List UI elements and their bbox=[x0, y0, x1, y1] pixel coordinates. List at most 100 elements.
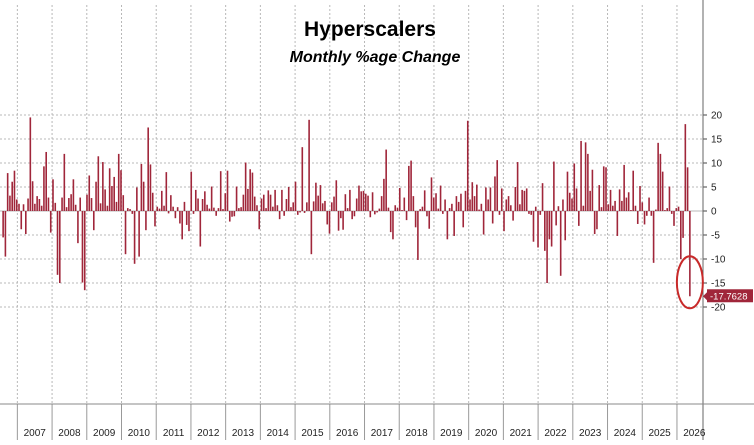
bar bbox=[190, 171, 193, 211]
bar bbox=[398, 187, 401, 211]
bar bbox=[272, 206, 274, 211]
bar bbox=[231, 211, 233, 217]
bar bbox=[210, 186, 213, 211]
bar bbox=[423, 190, 426, 211]
bar bbox=[165, 172, 168, 211]
bar bbox=[176, 207, 179, 211]
bar bbox=[618, 189, 621, 211]
bar bbox=[321, 203, 324, 211]
bar bbox=[133, 211, 136, 264]
bar bbox=[147, 127, 149, 211]
bar bbox=[505, 199, 508, 211]
bar bbox=[174, 211, 177, 219]
bar bbox=[249, 169, 251, 211]
x-tick-label: 2012 bbox=[197, 428, 220, 439]
bar bbox=[403, 197, 406, 211]
x-tick-label: 2024 bbox=[614, 428, 637, 439]
bar bbox=[68, 198, 70, 211]
bar bbox=[521, 189, 523, 211]
bar bbox=[256, 205, 258, 211]
bar bbox=[612, 205, 614, 211]
bar bbox=[283, 211, 285, 216]
bar bbox=[145, 211, 147, 231]
bar bbox=[63, 153, 66, 211]
bar bbox=[58, 211, 61, 283]
bar bbox=[584, 142, 587, 211]
bar bbox=[646, 211, 648, 216]
bar bbox=[621, 200, 623, 211]
bar bbox=[346, 208, 349, 211]
bar bbox=[315, 182, 317, 211]
bar bbox=[609, 189, 612, 211]
bar bbox=[532, 211, 535, 242]
x-tick-label: 2011 bbox=[163, 428, 185, 439]
x-tick-label: 2016 bbox=[336, 428, 359, 439]
bar bbox=[392, 211, 394, 240]
x-tick-label: 2010 bbox=[128, 428, 151, 439]
x-tick-label: 2026 bbox=[683, 428, 706, 439]
bar bbox=[680, 211, 682, 259]
bar bbox=[530, 211, 533, 215]
x-tick-label: 2018 bbox=[405, 428, 428, 439]
bar bbox=[206, 204, 208, 211]
bar bbox=[149, 164, 152, 211]
bar bbox=[20, 211, 23, 230]
y-tick-label: 15 bbox=[711, 135, 723, 146]
bar bbox=[86, 194, 88, 211]
bar bbox=[181, 211, 183, 240]
bar bbox=[480, 203, 483, 211]
bar bbox=[247, 188, 249, 211]
bar bbox=[607, 204, 610, 211]
bar bbox=[226, 170, 229, 211]
bar bbox=[485, 187, 487, 211]
bar bbox=[192, 211, 195, 214]
bar bbox=[417, 211, 419, 260]
bar bbox=[136, 187, 138, 211]
bar bbox=[88, 175, 91, 211]
bar bbox=[95, 181, 97, 211]
bar bbox=[138, 211, 140, 257]
bar bbox=[627, 192, 630, 211]
last-value-callout: -17.7628 bbox=[675, 255, 753, 310]
bar bbox=[500, 188, 503, 211]
bar bbox=[179, 211, 181, 224]
bar bbox=[337, 211, 340, 231]
chart-subtitle: Monthly %age Change bbox=[290, 49, 461, 66]
bar bbox=[360, 191, 363, 211]
bar bbox=[185, 211, 188, 225]
bar bbox=[568, 192, 571, 211]
bar bbox=[489, 187, 492, 211]
bar bbox=[72, 179, 75, 211]
bar bbox=[623, 164, 625, 211]
bar bbox=[385, 149, 387, 211]
bar bbox=[242, 194, 245, 211]
x-tick-label: 2009 bbox=[93, 428, 116, 439]
bar bbox=[6, 173, 9, 211]
bar bbox=[276, 205, 279, 211]
bar bbox=[634, 205, 637, 211]
bar bbox=[262, 194, 265, 211]
bar bbox=[523, 190, 526, 211]
bar bbox=[290, 207, 292, 211]
bar bbox=[34, 203, 36, 211]
bar bbox=[299, 211, 301, 213]
bar bbox=[213, 207, 215, 211]
bar bbox=[317, 195, 319, 211]
bar bbox=[312, 201, 315, 211]
bar bbox=[675, 208, 678, 211]
bar bbox=[56, 211, 59, 275]
bar bbox=[122, 195, 125, 211]
bar bbox=[77, 211, 79, 244]
y-tick-label: 5 bbox=[711, 183, 717, 194]
y-tick-label: -5 bbox=[711, 231, 720, 242]
bar bbox=[426, 211, 428, 217]
bar bbox=[652, 211, 655, 263]
bar bbox=[655, 209, 657, 211]
bar bbox=[410, 160, 412, 211]
x-tick-label: 2017 bbox=[371, 428, 394, 439]
bar bbox=[204, 191, 206, 211]
bar bbox=[510, 205, 512, 211]
bar bbox=[444, 199, 446, 211]
bar bbox=[519, 204, 521, 211]
